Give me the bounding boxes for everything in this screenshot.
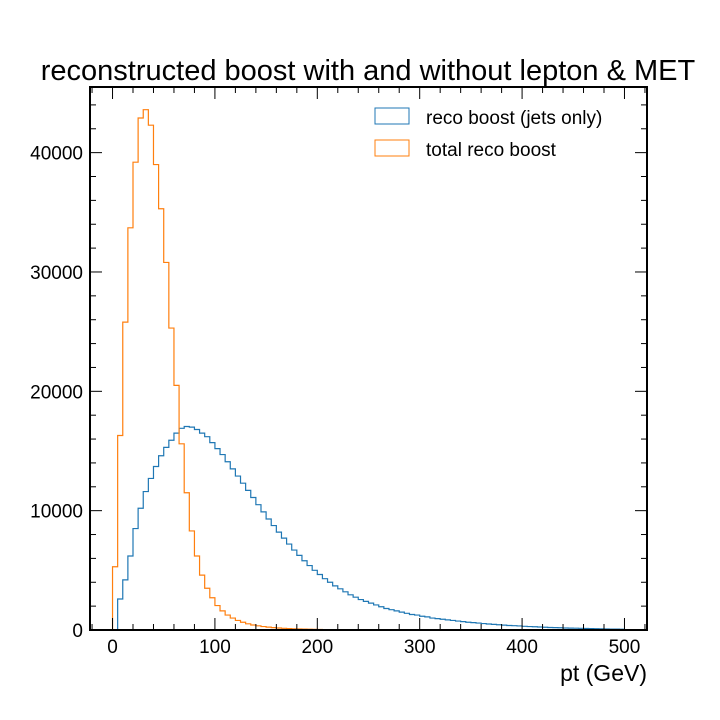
y-tick-label: 30000 (30, 263, 83, 284)
x-tick-label: 500 (609, 637, 641, 658)
plot-frame (89, 86, 648, 631)
x-tick-label: 100 (199, 637, 231, 658)
plot-area (111, 109, 626, 631)
x-tick-label: 0 (107, 637, 118, 658)
chart-title: reconstructed boost with and without lep… (41, 55, 696, 87)
legend-swatch-series-1 (374, 139, 410, 157)
y-tick-label: 20000 (30, 382, 83, 403)
legend: reco boost (jets only) total reco boost (374, 107, 602, 161)
x-axis-label: pt (GeV) (560, 660, 647, 686)
x-tick-label: 300 (404, 637, 436, 658)
legend-swatch-series-0 (374, 107, 410, 125)
axis-ticks: 0 100 200 300 400 500 0 10000 20000 30000 40000 (30, 87, 647, 658)
series-1-histogram (111, 109, 625, 631)
x-tick-label: 400 (506, 637, 538, 658)
x-tick-label: 200 (301, 637, 333, 658)
y-tick-label: 40000 (30, 144, 83, 165)
y-tick-label: 0 (72, 621, 83, 642)
series-0-histogram (112, 425, 626, 631)
legend-label-series-1: total reco boost (426, 140, 557, 161)
y-tick-label: 10000 (30, 502, 83, 523)
legend-label-series-0: reco boost (jets only) (426, 108, 602, 129)
